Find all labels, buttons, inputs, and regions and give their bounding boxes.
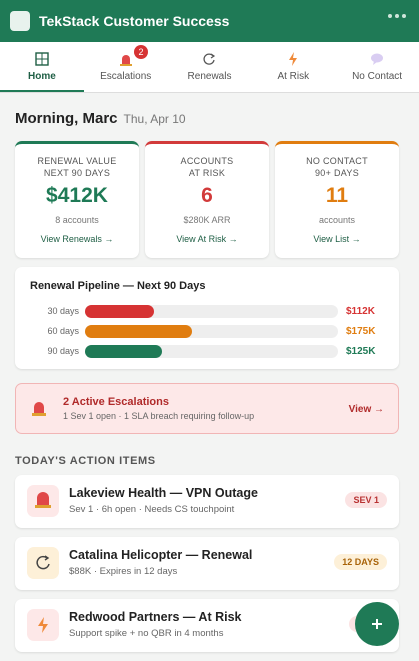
banner-title: 2 Active Escalations [63, 396, 169, 408]
tab[interactable]: At Risk [251, 42, 335, 92]
item-detail: Sev 1 · 6h open · Needs CS touchpoint [69, 504, 235, 515]
add-button[interactable] [355, 602, 399, 646]
logo [10, 11, 30, 31]
tab-bar: Home Escalations 2 Renewals At Risk No Co… [0, 42, 419, 93]
pipeline-title: Renewal Pipeline — Next 90 Days [30, 280, 206, 292]
item-tag: SEV 1 [345, 492, 387, 508]
summary-cards: RENEWAL VALUE NEXT 90 DAYS $412K 8 account… [15, 141, 399, 258]
item-title: Lakeview Health — VPN Outage [69, 486, 258, 500]
card-value: $412K [46, 184, 108, 207]
card-value: 6 [201, 184, 213, 207]
row-label: 90 days [47, 346, 79, 356]
item-title: Redwood Partners — At Risk [69, 610, 242, 624]
row-label: 30 days [47, 306, 79, 316]
card-link[interactable]: View Renewals → [40, 234, 114, 244]
escalation-banner[interactable]: 2 Active Escalations 1 Sev 1 open · 1 SLA… [15, 383, 399, 434]
menu-button[interactable] [387, 13, 407, 19]
action-item[interactable]: Redwood Partners — At Risk Support spike … [15, 599, 399, 652]
summary-card: ACCOUNTS AT RISK 6 $280K ARR View At Risk → [145, 141, 269, 258]
tab[interactable]: Renewals [168, 42, 252, 92]
card-title: ACCOUNTS AT RISK [180, 156, 234, 178]
banner-detail: 1 Sev 1 open · 1 SLA breach requiring fo… [63, 411, 255, 421]
tab[interactable]: No Contact [335, 42, 419, 92]
date: Thu, Apr 10 [123, 112, 186, 126]
tab-label: Escalations [100, 71, 152, 82]
header: TekStack Customer Success [0, 0, 419, 42]
action-items: Lakeview Health — VPN Outage Sev 1 · 6h o… [15, 475, 399, 661]
app-title: TekStack Customer Success [39, 13, 230, 29]
summary-card: RENEWAL VALUE NEXT 90 DAYS $412K 8 account… [15, 141, 139, 258]
tab-label: No Contact [352, 71, 403, 82]
row-value: $175K [346, 325, 376, 337]
card-link[interactable]: View At Risk → [176, 234, 238, 244]
item-title: Catalina Helicopter — Renewal [69, 548, 253, 562]
card-title: RENEWAL VALUE NEXT 90 DAYS [37, 156, 117, 178]
card-value: 11 [325, 184, 349, 207]
action-item[interactable]: Lakeview Health — VPN Outage Sev 1 · 6h o… [15, 475, 399, 528]
card-title: NO CONTACT 90+ DAYS [306, 156, 368, 178]
row-value: $112K [346, 305, 375, 317]
bar [85, 344, 162, 358]
item-icon [27, 485, 59, 517]
summary-card: NO CONTACT 90+ DAYS 11 accounts View List → [275, 141, 399, 258]
pipeline-card: Renewal Pipeline — Next 90 Days 30 days $1… [15, 267, 399, 369]
tab-label: At Risk [277, 71, 310, 82]
item-icon [27, 547, 59, 579]
greeting-text: Morning, Marc [15, 110, 118, 127]
row-value: $125K [346, 345, 376, 357]
tab[interactable]: Escalations 2 [84, 42, 168, 92]
bar [85, 324, 193, 338]
card-link[interactable]: View List → [313, 234, 361, 244]
greeting: Morning, Marc Thu, Apr 10 [15, 110, 186, 127]
row-label: 60 days [47, 326, 79, 336]
card-detail: 8 accounts [55, 215, 99, 225]
bar-track [85, 304, 338, 318]
bar-track [85, 344, 338, 358]
pipeline-row: 90 days $125K [30, 341, 384, 361]
card-detail: $280K ARR [183, 215, 231, 225]
tab[interactable]: Home [0, 42, 84, 92]
badge: 2 [134, 45, 149, 59]
bar-track [85, 324, 338, 338]
action-item[interactable]: Catalina Helicopter — Renewal $88K · Expi… [15, 537, 399, 590]
tab-label: Home [28, 71, 56, 82]
bar [85, 304, 154, 318]
item-detail: $88K · Expires in 12 days [69, 566, 178, 577]
pipeline-row: 60 days $175K [30, 321, 384, 341]
item-detail: Support spike + no QBR in 4 months [69, 628, 224, 639]
item-tag: 12 DAYS [334, 554, 387, 570]
section-heading: TODAY'S ACTION ITEMS [15, 455, 156, 467]
item-icon [27, 609, 59, 641]
card-detail: accounts [318, 215, 356, 225]
pipeline-row: 30 days $112K [30, 301, 384, 321]
tab-label: Renewals [187, 71, 232, 82]
banner-link[interactable]: View → [348, 404, 384, 415]
